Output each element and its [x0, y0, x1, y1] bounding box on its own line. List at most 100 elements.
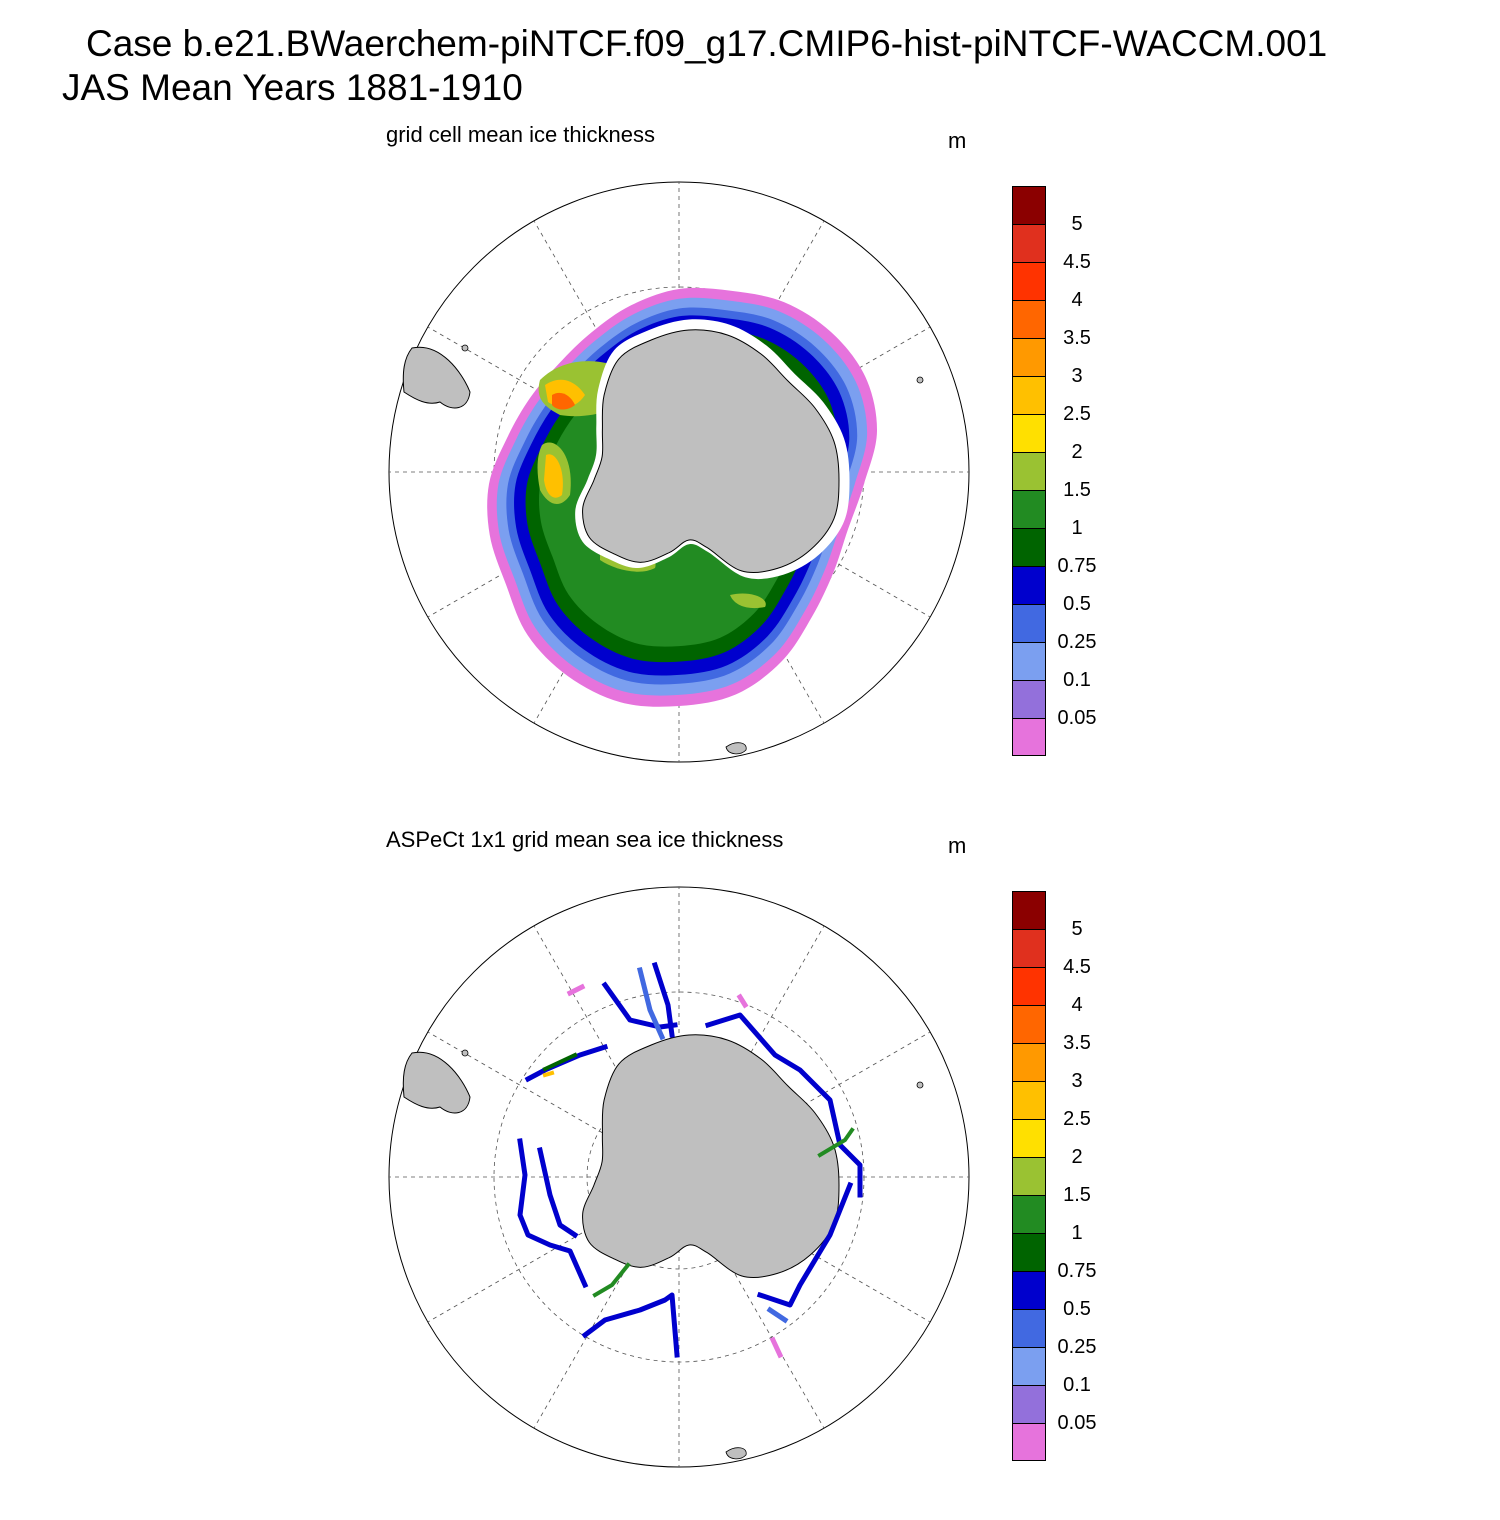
land [402, 329, 924, 755]
colorbar-label: 2.5 [1063, 403, 1091, 425]
colorbar-box [1012, 262, 1046, 300]
ship-track-segment [542, 1052, 578, 1072]
island [725, 1447, 747, 1460]
colorbar-label: 0.5 [1063, 1298, 1091, 1320]
ship-track-segment [566, 983, 586, 997]
colorbar-box [1012, 1271, 1046, 1309]
colorbar-box [1012, 604, 1046, 642]
colorbar-label: 2.5 [1063, 1108, 1091, 1130]
ship-track-segment [517, 1138, 589, 1289]
panel-observed-thickness: ASPeCt 1x1 grid mean sea ice thickness m… [0, 815, 1500, 1520]
panel-title: ASPeCt 1x1 grid mean sea ice thickness [386, 827, 784, 852]
ship-track-segment [769, 1336, 784, 1359]
colorbar-label: 0.05 [1057, 707, 1097, 729]
colorbar-label: 2 [1071, 1146, 1083, 1168]
antarctica-landmass [582, 1034, 840, 1279]
colorbar-box [1012, 490, 1046, 528]
colorbar [1012, 891, 1046, 1461]
colorbar-label: 0.75 [1057, 555, 1097, 577]
colorbar-box [1012, 1347, 1046, 1385]
colorbar-label: 3.5 [1063, 327, 1091, 349]
polar-map-model [388, 181, 970, 763]
ship-track-segment [601, 981, 678, 1030]
colorbar-box [1012, 680, 1046, 718]
colorbar-label: 3 [1071, 1070, 1083, 1092]
colorbar-label: 3 [1071, 365, 1083, 387]
south-america-landmass [402, 1051, 471, 1114]
colorbar-label: 3.5 [1063, 1032, 1091, 1054]
polar-map-observations [388, 886, 970, 1468]
colorbar-label: 5 [1071, 918, 1083, 940]
ship-track-segment [756, 1181, 854, 1308]
colorbar-label: 0.05 [1057, 1412, 1097, 1434]
colorbar-label: 4.5 [1063, 251, 1091, 273]
colorbar-box [1012, 1233, 1046, 1271]
ship-track-segment [592, 1262, 631, 1298]
colorbar-label: 4 [1071, 994, 1083, 1016]
colorbar-box [1012, 1195, 1046, 1233]
island [461, 1049, 469, 1057]
antarctica-landmass [582, 329, 840, 574]
colorbar-box [1012, 186, 1046, 224]
colorbar-box [1012, 300, 1046, 338]
figure-title-line-1: Case b.e21.BWaerchem-piNTCF.f09_g17.CMIP… [86, 23, 1328, 64]
colorbar-label: 1 [1071, 517, 1083, 539]
colorbar [1012, 186, 1046, 756]
ship-track-segment [817, 1127, 855, 1158]
colorbar-label: 0.75 [1057, 1260, 1097, 1282]
colorbar-label: 5 [1071, 213, 1083, 235]
ship-track-segment [524, 1043, 609, 1083]
colorbar-box [1012, 1157, 1046, 1195]
colorbar-box [1012, 1081, 1046, 1119]
colorbar-box [1012, 967, 1046, 1005]
island [916, 376, 924, 384]
colorbar-box [1012, 224, 1046, 262]
ship-tracks [517, 961, 863, 1359]
colorbar-box [1012, 338, 1046, 376]
colorbar-label: 4 [1071, 289, 1083, 311]
island [725, 742, 747, 755]
colorbar-box [1012, 1385, 1046, 1423]
colorbar-box [1012, 1043, 1046, 1081]
colorbar-box [1012, 566, 1046, 604]
colorbar-label: 2 [1071, 441, 1083, 463]
colorbar-label: 1.5 [1063, 479, 1091, 501]
ship-track-segment [537, 1147, 579, 1239]
colorbar-box [1012, 376, 1046, 414]
ship-track-segment [736, 993, 749, 1009]
colorbar-label: 1.5 [1063, 1184, 1091, 1206]
colorbar-label: 0.1 [1063, 1374, 1091, 1396]
south-america-landmass [402, 346, 471, 409]
colorbar-label: 0.1 [1063, 669, 1091, 691]
colorbar-label: 4.5 [1063, 956, 1091, 978]
colorbar-box [1012, 1423, 1046, 1461]
colorbar-box [1012, 929, 1046, 967]
colorbar-box [1012, 1119, 1046, 1157]
colorbar-box [1012, 891, 1046, 929]
colorbar-box [1012, 1309, 1046, 1347]
island [461, 344, 469, 352]
colorbar-label: 0.5 [1063, 593, 1091, 615]
colorbar-box [1012, 528, 1046, 566]
colorbar-label: 0.25 [1057, 1336, 1097, 1358]
ice-thickness-patch [552, 392, 575, 410]
island [916, 1081, 924, 1089]
colorbar-box [1012, 718, 1046, 756]
colorbar-label: 1 [1071, 1222, 1083, 1244]
ship-track-segment [766, 1306, 789, 1324]
ice-thickness-patch [544, 454, 563, 498]
land [402, 1034, 924, 1460]
panel-model-thickness: grid cell mean ice thickness m 5 4.5 4 3.5 3… [0, 110, 1500, 815]
panel-title: grid cell mean ice thickness [386, 122, 656, 147]
colorbar-label: 0.25 [1057, 631, 1097, 653]
ship-track-segment [651, 961, 675, 1038]
colorbar-box [1012, 1005, 1046, 1043]
ship-track-segment [581, 1292, 680, 1358]
ship-track-segment [542, 1070, 555, 1078]
ice-thickness-patch [730, 593, 766, 609]
colorbar-box [1012, 414, 1046, 452]
panel-units: m [948, 128, 967, 153]
ship-track-segment [704, 1012, 863, 1198]
ship-track-segment [636, 966, 666, 1041]
colorbar-box [1012, 452, 1046, 490]
